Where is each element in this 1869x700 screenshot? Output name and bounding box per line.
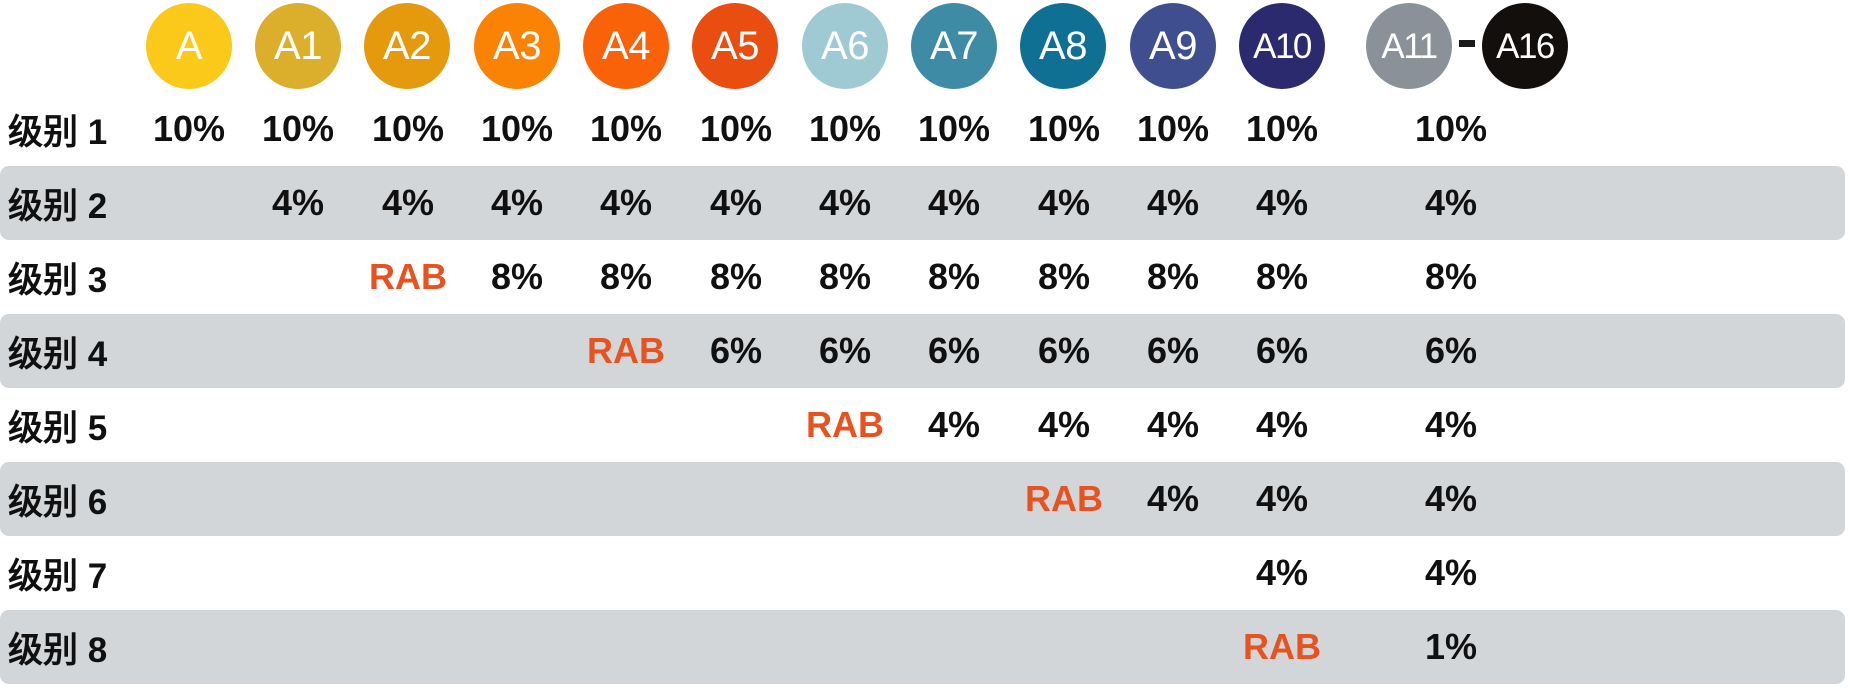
value-cell: 10%	[808, 108, 882, 149]
value-cell: 1%	[1424, 626, 1478, 667]
value-cell: 8%	[818, 256, 872, 297]
value-cell: 6%	[1255, 330, 1309, 371]
value-cell: 4%	[1424, 552, 1478, 593]
row-label: 级别 5	[8, 408, 108, 448]
value-cell: 6%	[927, 330, 981, 371]
value-cell: 8%	[490, 256, 544, 297]
tier-circle-a6[interactable]: A6	[802, 3, 888, 89]
value-cell: 4%	[927, 182, 981, 223]
rab-cell: RAB	[806, 404, 884, 445]
table-row: 级别 7 4% 4%	[0, 536, 1845, 610]
tier-circle-a1[interactable]: A1	[255, 3, 341, 89]
tier-circle-a7[interactable]: A7	[911, 3, 997, 89]
row-label: 级别 7	[8, 556, 108, 596]
table-row: 级别 6 RAB 4% 4% 4%	[0, 462, 1845, 536]
value-cell: 10%	[1136, 108, 1210, 149]
value-cell: 8%	[1037, 256, 1091, 297]
row-label: 级别 2	[8, 186, 108, 226]
value-cell: 10%	[1245, 108, 1319, 149]
value-cell: 6%	[709, 330, 763, 371]
value-cell: 4%	[1146, 182, 1200, 223]
rab-cell: RAB	[369, 256, 447, 297]
table-row: 级别 5 RAB 4% 4% 4% 4% 4%	[0, 388, 1845, 462]
value-cell: 4%	[1255, 478, 1309, 519]
value-cell: 10%	[261, 108, 335, 149]
value-cell: 4%	[1146, 404, 1200, 445]
tier-circle-a16[interactable]: A16	[1482, 3, 1568, 89]
value-cell: 8%	[1255, 256, 1309, 297]
value-cell: 4%	[1037, 182, 1091, 223]
rab-cell: RAB	[1243, 626, 1321, 667]
value-cell: 4%	[381, 182, 435, 223]
rab-cell: RAB	[1025, 478, 1103, 519]
value-cell: 8%	[927, 256, 981, 297]
value-cell: 4%	[818, 182, 872, 223]
value-cell: 8%	[599, 256, 653, 297]
value-cell: 10%	[480, 108, 554, 149]
value-cell: 4%	[927, 404, 981, 445]
value-cell: 4%	[1255, 182, 1309, 223]
value-cell: 10%	[371, 108, 445, 149]
tier-circle-a4[interactable]: A4	[583, 3, 669, 89]
row-label: 级别 8	[8, 630, 108, 670]
value-cell: 10%	[917, 108, 991, 149]
table-row: 级别 3 RAB 8% 8% 8% 8% 8% 8% 8% 8% 8%	[0, 240, 1845, 314]
value-cell: 4%	[1424, 404, 1478, 445]
table-row: 级别 2 4% 4% 4% 4% 4% 4% 4% 4% 4% 4% 4%	[0, 166, 1845, 240]
value-cell: 8%	[709, 256, 763, 297]
tier-circle-a8[interactable]: A8	[1020, 3, 1106, 89]
value-cell: 8%	[1424, 256, 1478, 297]
tier-header-row: A A1 A2 A3 A4 A5 A6 A7 A8 A9 A10 A11 A16	[0, 0, 1869, 92]
value-cell: 4%	[1146, 478, 1200, 519]
tier-circle-a11[interactable]: A11	[1366, 3, 1452, 89]
value-cell: 6%	[1037, 330, 1091, 371]
value-cell: 10%	[1027, 108, 1101, 149]
row-label: 级别 3	[8, 260, 108, 300]
tier-rows: 级别 1 10% 10% 10% 10% 10% 10% 10% 10% 10% 10% 10% 10%…	[0, 92, 1869, 684]
value-cell: 4%	[1255, 552, 1309, 593]
row-label: 级别 4	[8, 334, 108, 374]
value-cell: 4%	[490, 182, 544, 223]
value-cell: 4%	[271, 182, 325, 223]
range-dash-icon	[1459, 40, 1475, 47]
row-label: 级别 6	[8, 482, 108, 522]
value-cell: 10%	[589, 108, 663, 149]
value-cell: 4%	[1037, 404, 1091, 445]
table-row: 级别 8 RAB 1%	[0, 610, 1845, 684]
value-cell: 4%	[599, 182, 653, 223]
value-cell: 10%	[699, 108, 773, 149]
rab-cell: RAB	[587, 330, 665, 371]
tier-circle-a[interactable]: A	[146, 3, 232, 89]
value-cell: 6%	[818, 330, 872, 371]
tier-circle-a2[interactable]: A2	[364, 3, 450, 89]
value-cell: 10%	[152, 108, 226, 149]
tier-circle-a10[interactable]: A10	[1239, 3, 1325, 89]
value-cell: 8%	[1146, 256, 1200, 297]
value-cell: 4%	[1255, 404, 1309, 445]
tier-circle-a5[interactable]: A5	[692, 3, 778, 89]
value-cell: 4%	[1424, 478, 1478, 519]
value-cell: 6%	[1146, 330, 1200, 371]
table-row: 级别 4 RAB 6% 6% 6% 6% 6% 6% 6%	[0, 314, 1845, 388]
value-cell: 10%	[1414, 108, 1488, 149]
value-cell: 4%	[1424, 182, 1478, 223]
tier-circle-a3[interactable]: A3	[474, 3, 560, 89]
tier-circle-a9[interactable]: A9	[1130, 3, 1216, 89]
value-cell: 4%	[709, 182, 763, 223]
row-label: 级别 1	[8, 112, 108, 152]
table-row: 级别 1 10% 10% 10% 10% 10% 10% 10% 10% 10% 10% 10% 10%	[0, 92, 1845, 166]
value-cell: 6%	[1424, 330, 1478, 371]
